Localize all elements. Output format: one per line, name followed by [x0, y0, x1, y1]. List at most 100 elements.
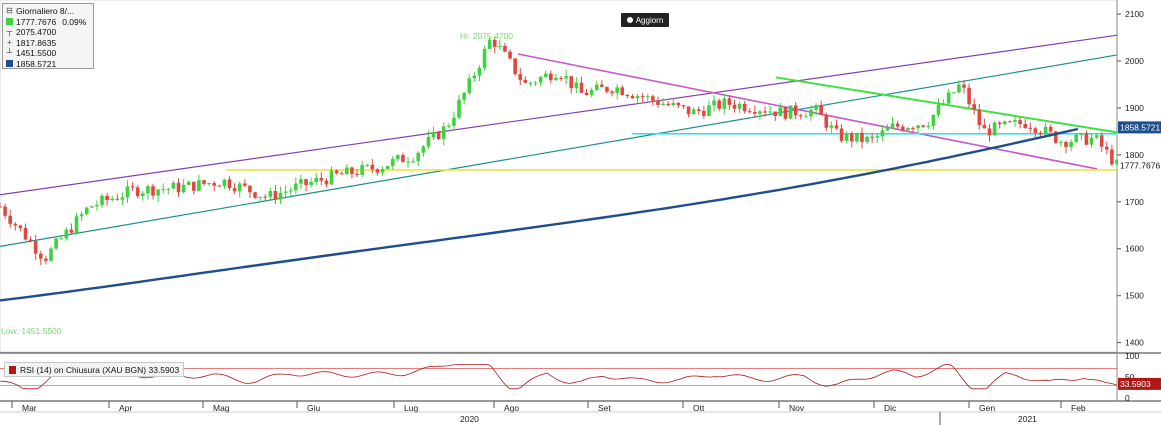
- candle-body: [788, 105, 793, 119]
- candle-body: [421, 146, 426, 153]
- candle-body: [498, 45, 502, 47]
- candle-body: [146, 186, 150, 194]
- candle-body: [972, 104, 976, 110]
- grid: [0, 0, 1161, 402]
- candle-body: [936, 104, 941, 115]
- candle-body: [528, 82, 533, 84]
- candle-body: [360, 164, 364, 175]
- minus-icon[interactable]: ⊟: [6, 6, 13, 15]
- candle-body: [462, 92, 466, 100]
- candle-body: [171, 182, 176, 189]
- candle-body: [763, 111, 767, 113]
- candle-body: [849, 133, 854, 142]
- month-label: Feb: [1071, 403, 1086, 413]
- candle-body: [747, 111, 752, 113]
- candle-body: [661, 103, 665, 105]
- rsi-tick-label: 50: [1125, 372, 1135, 382]
- candle-swatch-icon: [6, 18, 13, 26]
- candle-body: [533, 82, 538, 84]
- candle-body: [860, 132, 864, 142]
- candle-body: [339, 173, 344, 175]
- month-label: Nov: [789, 403, 805, 413]
- candle-body: [161, 189, 166, 191]
- candle-body: [120, 197, 125, 200]
- legend-ma-row: 1858.5721: [6, 59, 90, 70]
- candle-body: [192, 181, 196, 191]
- candle-body: [166, 188, 171, 190]
- candle-body: [773, 111, 778, 117]
- candle-body: [895, 123, 900, 127]
- candle-body: [100, 195, 104, 205]
- legend-low: 1451.5500: [16, 48, 57, 58]
- candle-body: [1002, 121, 1007, 125]
- month-label: Lug: [404, 403, 418, 413]
- candle-body: [447, 125, 451, 127]
- candle-body: [987, 128, 992, 136]
- candle-body: [1043, 126, 1048, 135]
- candle-body: [59, 238, 64, 240]
- month-label: Ott: [693, 403, 705, 413]
- rsi-tick-label: 0: [1125, 393, 1130, 403]
- candle-body: [564, 76, 568, 79]
- candle-body: [569, 76, 574, 89]
- candle-body: [1008, 121, 1012, 123]
- candle-body: [804, 116, 808, 118]
- candle-body: [84, 207, 89, 215]
- candle-body: [997, 122, 1002, 125]
- candle-body: [69, 229, 74, 233]
- candle-body: [1115, 159, 1119, 165]
- last-price-tag-bg: [1118, 159, 1161, 172]
- candle-body: [508, 51, 512, 59]
- legend-low-row: ┴ 1451.5500: [6, 48, 90, 59]
- candle-body: [941, 103, 946, 105]
- candle-body: [783, 107, 788, 119]
- rsi-legend[interactable]: RSI (14) on Chiusura (XAU BGN) 33.5903: [4, 362, 185, 377]
- candle-body: [549, 73, 553, 81]
- candle-body: [248, 185, 252, 193]
- candle-body: [217, 185, 222, 187]
- lower-channel-line: [0, 54, 1118, 247]
- price-tick-label: 1500: [1125, 291, 1144, 301]
- candle-body: [758, 111, 762, 114]
- legend-box[interactable]: ⊟ Giornaliero 8/... 1777.7676 0.09% ┬ 20…: [2, 3, 94, 69]
- month-label: Giu: [307, 403, 321, 413]
- candle-body: [900, 126, 905, 131]
- green-trend-line: [775, 76, 1118, 134]
- candle-body: [309, 181, 313, 185]
- legend-last: 1777.7676: [16, 16, 57, 27]
- candle-body: [33, 241, 38, 254]
- candle-body: [288, 190, 293, 192]
- candle-body: [742, 103, 747, 112]
- candle-body: [125, 186, 130, 198]
- candle-body: [472, 75, 477, 79]
- candle-body: [671, 102, 676, 106]
- candle-body: [90, 206, 94, 208]
- candle-body: [263, 196, 268, 198]
- candle-body: [600, 84, 604, 88]
- candle-body: [1028, 127, 1033, 129]
- month-label: Ago: [504, 403, 519, 413]
- ma-swatch-icon: [6, 60, 13, 68]
- candle-body: [503, 45, 507, 52]
- candle-body: [686, 106, 691, 115]
- low-annotation: Low: 1451.5500: [1, 326, 62, 336]
- candle-body: [268, 190, 273, 197]
- candle-body: [294, 183, 298, 191]
- candle-body: [64, 229, 69, 239]
- candle-body: [18, 225, 23, 229]
- rsi-tick-label: 100: [1125, 351, 1139, 361]
- candle-body: [681, 105, 686, 107]
- candle-body: [227, 179, 232, 189]
- rsi-value-tag-bg: [1118, 377, 1161, 390]
- candle-body: [814, 105, 818, 110]
- update-button[interactable]: Aggiorn: [621, 13, 669, 27]
- candle-body: [385, 166, 390, 169]
- candle-body: [890, 123, 895, 129]
- candle-body: [477, 67, 482, 76]
- month-label: Apr: [119, 403, 132, 413]
- candle-body: [222, 179, 227, 187]
- candle-body: [110, 198, 115, 201]
- candle-body: [8, 215, 13, 224]
